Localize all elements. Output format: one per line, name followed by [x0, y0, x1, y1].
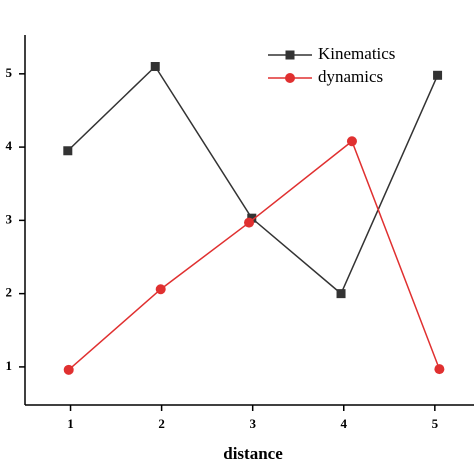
x-tick-label: 4 — [341, 416, 348, 431]
legend-marker — [285, 50, 295, 60]
y-tick-label: 1 — [6, 358, 13, 373]
x-tick-label: 3 — [249, 416, 256, 431]
data-point — [155, 284, 166, 295]
legend-marker — [285, 73, 295, 83]
y-tick-label: 4 — [6, 138, 13, 153]
data-point — [434, 364, 445, 375]
x-tick-label: 2 — [158, 416, 165, 431]
x-tick-label: 5 — [432, 416, 439, 431]
data-point — [247, 213, 257, 223]
data-point — [244, 217, 255, 228]
data-point — [433, 70, 443, 80]
data-point — [63, 364, 74, 375]
series-line — [68, 140, 441, 371]
data-point — [150, 62, 160, 72]
data-point — [336, 289, 346, 299]
x-tick-label: 1 — [67, 416, 74, 431]
y-tick-label: 3 — [6, 211, 13, 226]
legend-label: Kinematics — [318, 44, 395, 63]
y-tick-label: 5 — [6, 65, 13, 80]
y-tick-label: 2 — [6, 285, 13, 300]
x-axis-label: distance — [223, 444, 283, 463]
legend-label: dynamics — [318, 67, 383, 86]
data-point — [346, 136, 357, 147]
data-point — [63, 146, 73, 156]
series-line — [67, 65, 439, 295]
